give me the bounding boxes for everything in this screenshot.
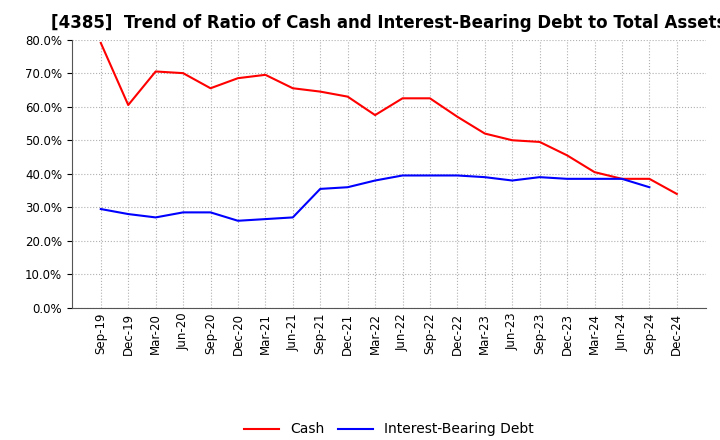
Interest-Bearing Debt [96,206,105,212]
Interest-Bearing Debt [453,173,462,178]
Interest-Bearing Debt [480,175,489,180]
Cash [563,153,572,158]
Cash [151,69,160,74]
Cash [398,95,407,101]
Cash [233,76,242,81]
Cash [371,113,379,118]
Cash [480,131,489,136]
Cash [672,191,681,197]
Interest-Bearing Debt [398,173,407,178]
Cash [206,86,215,91]
Cash [96,40,105,46]
Interest-Bearing Debt [426,173,434,178]
Interest-Bearing Debt [618,176,626,181]
Interest-Bearing Debt [206,210,215,215]
Interest-Bearing Debt [233,218,242,224]
Cash [536,139,544,145]
Interest-Bearing Debt [536,175,544,180]
Interest-Bearing Debt [179,210,187,215]
Legend: Cash, Interest-Bearing Debt: Cash, Interest-Bearing Debt [238,417,539,440]
Line: Interest-Bearing Debt: Interest-Bearing Debt [101,176,649,221]
Cash [316,89,325,94]
Cash [343,94,352,99]
Cash [453,114,462,119]
Interest-Bearing Debt [316,186,325,191]
Interest-Bearing Debt [371,178,379,183]
Interest-Bearing Debt [508,178,516,183]
Interest-Bearing Debt [563,176,572,181]
Interest-Bearing Debt [151,215,160,220]
Interest-Bearing Debt [289,215,297,220]
Interest-Bearing Debt [124,211,132,216]
Interest-Bearing Debt [343,185,352,190]
Cash [261,72,270,77]
Cash [426,95,434,101]
Title: [4385]  Trend of Ratio of Cash and Interest-Bearing Debt to Total Assets: [4385] Trend of Ratio of Cash and Intere… [51,15,720,33]
Line: Cash: Cash [101,43,677,194]
Cash [618,176,626,181]
Cash [508,138,516,143]
Interest-Bearing Debt [261,216,270,222]
Cash [179,70,187,76]
Cash [645,176,654,181]
Interest-Bearing Debt [590,176,599,181]
Cash [289,86,297,91]
Cash [124,103,132,108]
Cash [590,169,599,175]
Interest-Bearing Debt [645,185,654,190]
